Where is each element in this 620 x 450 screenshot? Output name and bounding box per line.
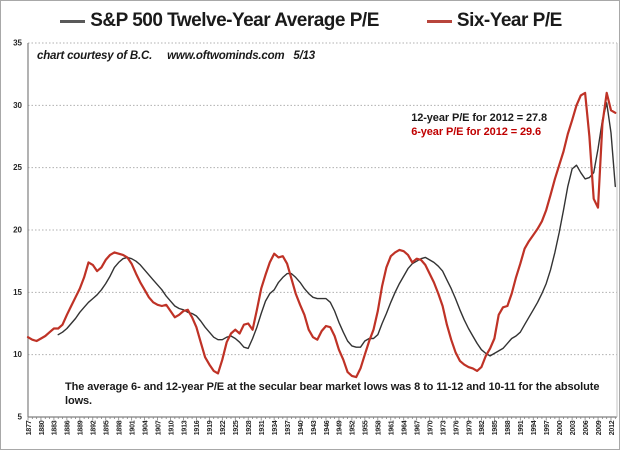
x-tick-label-1928: 1928 — [246, 420, 253, 435]
y-tick-label-5: 5 — [18, 413, 23, 422]
x-tick-label-1925: 1925 — [233, 420, 240, 435]
twelve-year-line-swatch-icon — [60, 19, 86, 23]
x-tick-label-1964: 1964 — [402, 420, 409, 435]
twelve-year-pe-line — [57, 102, 616, 357]
x-tick-label-2003: 2003 — [570, 420, 577, 435]
x-tick-label-1940: 1940 — [298, 420, 305, 435]
x-tick-label-1973: 1973 — [440, 420, 447, 435]
legend-item-twelve-year: S&P 500 Twelve-Year Average P/E — [60, 10, 379, 32]
x-tick-label-1991: 1991 — [518, 420, 525, 435]
x-tick-label-1937: 1937 — [285, 420, 292, 435]
x-tick-label-1907: 1907 — [155, 420, 162, 435]
legend-item-six-year: Six-Year P/E — [426, 10, 562, 32]
x-tick-label-1877: 1877 — [26, 420, 33, 435]
x-tick-label-1892: 1892 — [91, 420, 98, 435]
x-tick-label-1997: 1997 — [544, 420, 551, 435]
x-tick-label-1955: 1955 — [363, 420, 370, 435]
x-tick-label-2012: 2012 — [609, 420, 616, 435]
y-tick-label-15: 15 — [13, 288, 22, 297]
six-year-line-swatch-icon — [426, 19, 452, 23]
x-tick-label-1913: 1913 — [181, 420, 188, 435]
x-tick-label-1922: 1922 — [220, 420, 227, 435]
bear-market-note: The average 6- and 12-year P/E at the se… — [65, 380, 610, 408]
y-tick-label-35: 35 — [13, 39, 22, 48]
courtesy-note: chart courtesy of B.C. www.oftwominds.co… — [37, 50, 316, 62]
x-tick-label-1916: 1916 — [194, 420, 201, 435]
x-tick-label-2009: 2009 — [596, 420, 603, 435]
x-tick-label-1910: 1910 — [168, 420, 175, 435]
x-tick-label-1976: 1976 — [453, 420, 460, 435]
x-tick-label-1985: 1985 — [492, 420, 499, 435]
x-tick-label-1880: 1880 — [39, 420, 46, 435]
x-tick-label-1952: 1952 — [350, 420, 357, 435]
x-tick-label-1931: 1931 — [259, 420, 266, 435]
x-tick-label-1961: 1961 — [389, 420, 396, 435]
x-tick-label-1889: 1889 — [78, 420, 85, 435]
x-tick-label-1946: 1946 — [324, 420, 331, 435]
x-tick-label-2000: 2000 — [557, 420, 564, 435]
x-tick-label-1943: 1943 — [311, 420, 318, 435]
x-tick-label-1958: 1958 — [376, 420, 383, 435]
x-tick-label-1898: 1898 — [116, 420, 123, 435]
legend-label-six-year: Six-Year P/E — [456, 10, 562, 31]
x-tick-label-1994: 1994 — [531, 420, 538, 435]
x-tick-label-1970: 1970 — [427, 420, 434, 435]
callout-six-year-value: 6-year P/E for 2012 = 29.6 — [411, 125, 541, 138]
y-tick-label-10: 10 — [13, 350, 22, 359]
legend-label-twelve-year: S&P 500 Twelve-Year Average P/E — [90, 10, 379, 31]
x-tick-label-1949: 1949 — [337, 420, 344, 435]
pe-2012-callout: 12-year P/E for 2012 = 27.8 6-year P/E f… — [411, 112, 547, 139]
chart-legend: S&P 500 Twelve-Year Average P/E Six-Year… — [1, 5, 619, 37]
x-tick-label-1883: 1883 — [52, 420, 59, 435]
callout-twelve-year-value: 12-year P/E for 2012 = 27.8 — [411, 112, 547, 124]
x-tick-label-1979: 1979 — [466, 420, 473, 435]
x-tick-label-2006: 2006 — [583, 420, 590, 435]
bear-market-note-line1: The average 6- and 12-year P/E at the se… — [65, 381, 600, 393]
x-tick-label-1988: 1988 — [505, 420, 512, 435]
y-tick-label-20: 20 — [13, 226, 22, 235]
x-tick-label-1904: 1904 — [142, 420, 149, 435]
y-tick-label-30: 30 — [13, 101, 22, 110]
x-tick-label-1919: 1919 — [207, 420, 214, 435]
y-tick-label-25: 25 — [13, 163, 22, 172]
x-tick-label-1967: 1967 — [414, 420, 421, 435]
x-tick-label-1886: 1886 — [65, 420, 72, 435]
x-tick-label-1982: 1982 — [479, 420, 486, 435]
x-tick-label-1901: 1901 — [129, 420, 136, 435]
six-year-pe-line — [26, 91, 617, 379]
x-tick-label-1895: 1895 — [104, 420, 111, 435]
x-tick-label-1934: 1934 — [272, 420, 279, 435]
bear-market-note-line2: lows. — [65, 395, 93, 407]
